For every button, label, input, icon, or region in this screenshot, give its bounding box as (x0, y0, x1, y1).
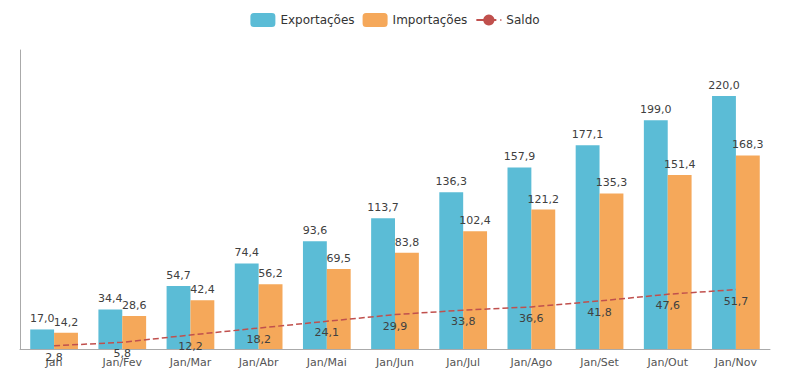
svg-text:28,6: 28,6 (122, 299, 147, 312)
svg-text:Jan/Ago: Jan/Ago (509, 356, 552, 369)
svg-text:42,4: 42,4 (190, 283, 215, 296)
svg-text:69,5: 69,5 (327, 252, 352, 265)
svg-text:157,9: 157,9 (504, 150, 536, 163)
svg-text:Jan/Mai: Jan/Mai (306, 356, 347, 369)
svg-text:121,2: 121,2 (528, 193, 560, 206)
svg-text:34,4: 34,4 (98, 292, 123, 305)
svg-text:177,1: 177,1 (572, 128, 604, 141)
svg-text:83,8: 83,8 (395, 236, 420, 249)
svg-text:Jan/Mar: Jan/Mar (169, 356, 212, 369)
svg-text:29,9: 29,9 (383, 320, 408, 333)
svg-text:Jan/Abr: Jan/Abr (238, 356, 279, 369)
svg-text:56,2: 56,2 (258, 267, 283, 280)
svg-text:74,4: 74,4 (234, 246, 259, 259)
svg-text:Jan/Jun: Jan/Jun (375, 356, 414, 369)
svg-text:136,3: 136,3 (436, 175, 468, 188)
svg-text:Saldo: Saldo (506, 13, 539, 27)
svg-text:151,4: 151,4 (664, 158, 696, 171)
svg-text:24,1: 24,1 (315, 326, 340, 339)
svg-text:93,6: 93,6 (303, 224, 328, 237)
svg-text:36,6: 36,6 (519, 312, 544, 325)
svg-text:17,0: 17,0 (30, 312, 55, 325)
svg-text:5,8: 5,8 (114, 347, 132, 360)
svg-text:14,2: 14,2 (54, 316, 79, 329)
svg-text:Jan/Nov: Jan/Nov (714, 356, 758, 369)
svg-text:18,2: 18,2 (246, 333, 271, 346)
svg-text:12,2: 12,2 (178, 340, 203, 353)
svg-text:Importações: Importações (393, 13, 468, 27)
svg-text:47,6: 47,6 (655, 299, 680, 312)
svg-text:41,8: 41,8 (587, 306, 612, 319)
svg-text:113,7: 113,7 (367, 201, 399, 214)
svg-text:199,0: 199,0 (640, 103, 672, 116)
svg-text:2,8: 2,8 (45, 351, 63, 364)
svg-text:Jan/Set: Jan/Set (579, 356, 619, 369)
svg-text:Jan/Out: Jan/Out (646, 356, 688, 369)
svg-text:Jan/Fev: Jan/Fev (102, 356, 143, 369)
svg-text:102,4: 102,4 (459, 214, 491, 227)
svg-text:168,3: 168,3 (732, 138, 764, 151)
svg-text:135,3: 135,3 (596, 176, 628, 189)
svg-text:Exportações: Exportações (280, 13, 354, 27)
svg-text:54,7: 54,7 (166, 269, 191, 282)
svg-text:220,0: 220,0 (708, 79, 740, 92)
svg-text:33,8: 33,8 (451, 315, 476, 328)
svg-text:51,7: 51,7 (724, 295, 749, 308)
svg-text:Jan/Jul: Jan/Jul (445, 356, 480, 369)
